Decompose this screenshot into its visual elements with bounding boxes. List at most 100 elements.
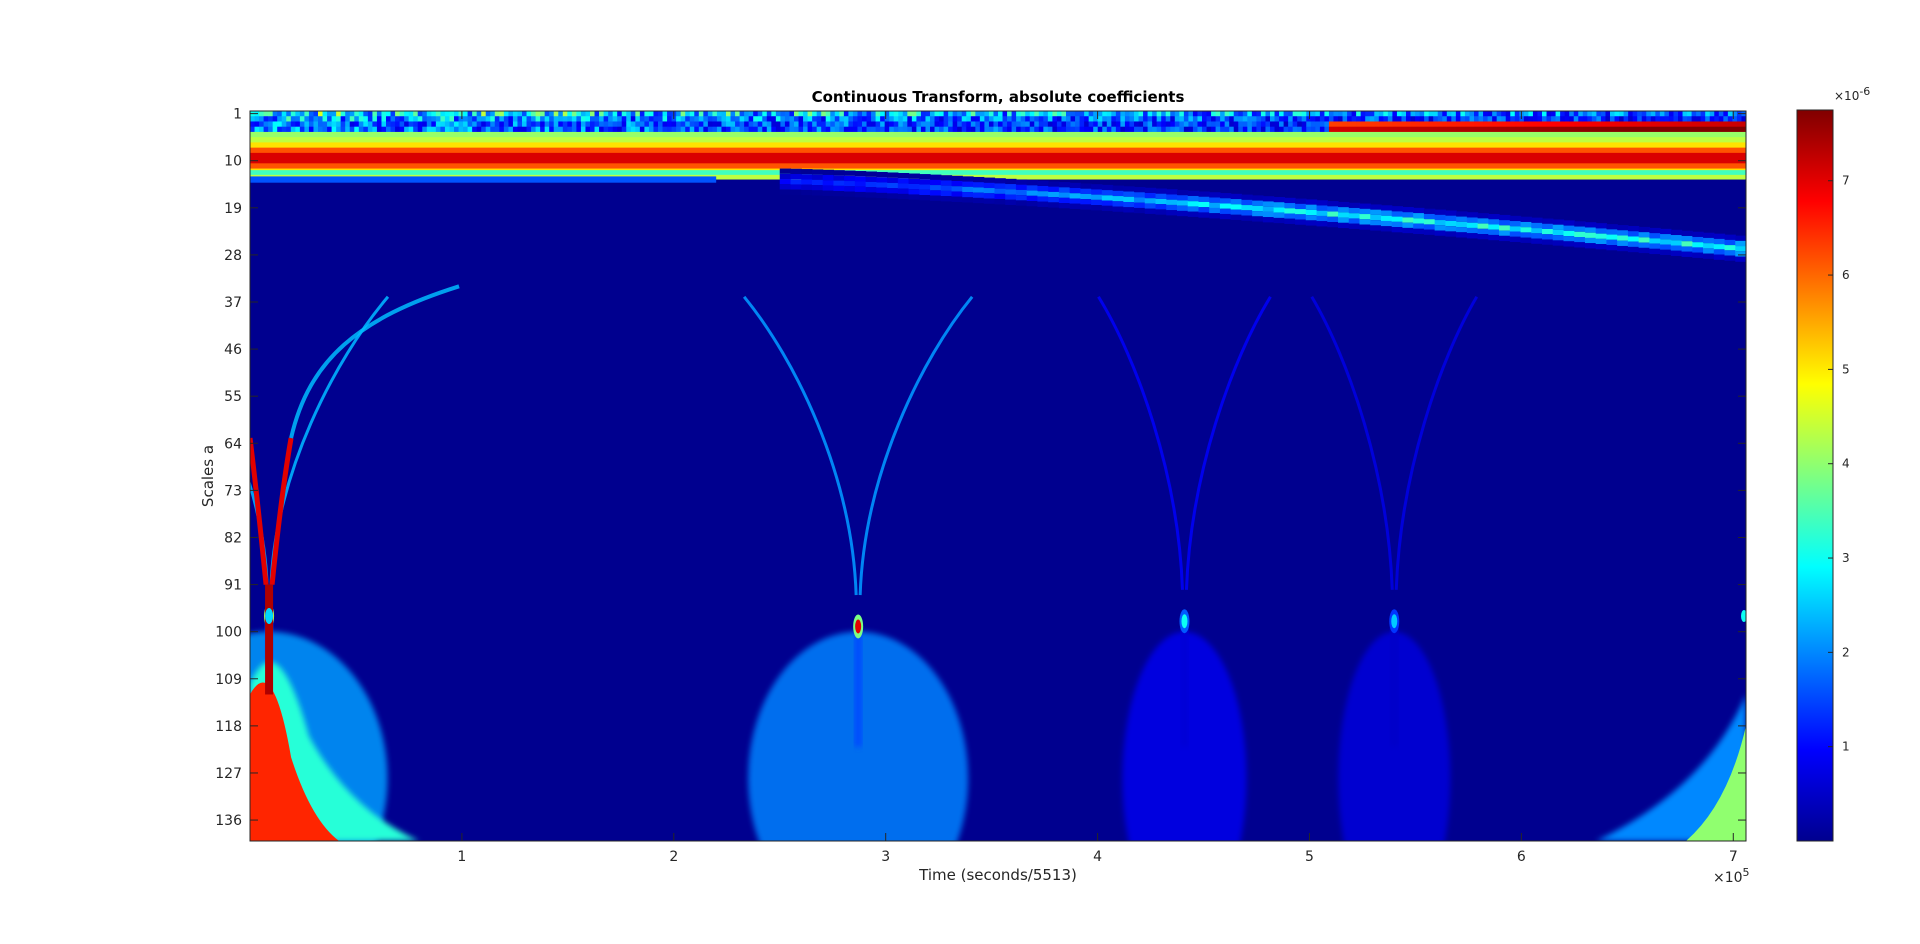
heat-cell [753, 126, 759, 133]
heat-cell [1052, 121, 1058, 128]
ridge-cell [1101, 190, 1114, 196]
heat-cell [694, 116, 700, 122]
ridge-cell [919, 184, 931, 190]
ridge-cell [1134, 202, 1146, 208]
heat-cell [308, 121, 315, 128]
heat-cell [771, 126, 777, 133]
heat-cell [816, 116, 822, 122]
heat-cell [893, 116, 899, 122]
heat-cell [735, 121, 741, 128]
heat-cell [1551, 126, 1557, 133]
heat-cell [889, 121, 895, 128]
ridge-cell [1402, 217, 1414, 223]
heat-cell [707, 111, 713, 117]
heat-cell [444, 111, 451, 117]
ridge-cell [930, 179, 942, 186]
heat-cell [1238, 121, 1244, 128]
heat-cell [1401, 111, 1407, 117]
heat-cell [512, 121, 519, 128]
ridge-cell [1252, 216, 1264, 222]
heat-cell [372, 116, 378, 122]
heat-cell [1047, 116, 1053, 122]
heat-cell [1192, 126, 1199, 133]
heat-cell [1310, 126, 1316, 133]
heat-cell [803, 116, 809, 122]
ridge-cell [811, 185, 824, 191]
heat-cell [1152, 126, 1158, 133]
heat-cell [1532, 121, 1539, 128]
ridge-cell [1542, 239, 1554, 245]
ridge-cell [1327, 211, 1339, 217]
heat-cell [1668, 116, 1675, 122]
ridge-cell [1509, 226, 1522, 232]
heat-cell [848, 116, 854, 122]
heat-cell [1084, 121, 1090, 128]
heat-cell [966, 116, 972, 122]
ridge-cell [951, 196, 963, 202]
heat-cell [753, 111, 759, 117]
heat-cell [762, 126, 768, 133]
heat-cell [961, 111, 967, 117]
heat-cell [621, 126, 627, 133]
heat-cell [404, 111, 410, 117]
heat-cell [662, 116, 668, 122]
cone-arm-right [1184, 295, 1272, 590]
colorbar-multiplier: ×10-6 [1834, 85, 1870, 103]
heat-cell [753, 116, 759, 122]
heat-cell [1632, 121, 1638, 128]
heat-cell [531, 111, 537, 117]
ridge-cell [1037, 180, 1049, 186]
heat-cell [1251, 126, 1257, 133]
ridge-cell [1080, 193, 1092, 200]
ridge-cell [1380, 215, 1393, 221]
heat-cell [1655, 111, 1661, 117]
heat-cell [1687, 116, 1693, 122]
heat-cell [1700, 126, 1706, 133]
ridge-cell [779, 168, 792, 174]
heat-cell [304, 116, 310, 122]
heat-cell [413, 111, 419, 117]
heat-cell [336, 116, 342, 122]
heat-cell [1578, 111, 1584, 117]
ridge-cell [983, 193, 996, 199]
ridge-cell [1509, 236, 1522, 242]
ridge-cell [1456, 211, 1468, 217]
heat-cell [1011, 111, 1017, 117]
heat-cell [739, 116, 745, 122]
ridge-cell [1552, 235, 1565, 241]
heat-cell [1211, 116, 1217, 122]
heat-cell [1451, 116, 1457, 122]
ridge-cell [1617, 230, 1629, 236]
heat-cell [1460, 121, 1466, 128]
heat-cell [1202, 126, 1208, 133]
heat-cell [1523, 116, 1529, 122]
ridge-cell [930, 185, 942, 191]
heat-cell [993, 111, 999, 117]
heat-cell [1165, 121, 1171, 128]
heat-cell [812, 116, 818, 122]
heat-cell [830, 121, 836, 128]
heat-cell [1691, 126, 1697, 133]
heat-cell [1705, 111, 1711, 117]
heat-cell [399, 116, 405, 122]
heat-cell [798, 126, 804, 133]
heat-cell [1025, 126, 1031, 133]
heat-cell [472, 111, 478, 117]
heat-cell [1161, 126, 1167, 133]
ridge-cell [822, 169, 835, 175]
heat-cell [1474, 121, 1480, 128]
ridge-cell [854, 176, 867, 182]
ridge-cell [1015, 184, 1028, 190]
heat-cell [1646, 111, 1652, 117]
heat-cell [1270, 111, 1276, 117]
heat-cell [1147, 111, 1153, 117]
ridge-cell [1316, 215, 1328, 222]
heat-cell [440, 126, 446, 133]
ridge-cell [1252, 205, 1264, 212]
heat-cell [934, 111, 940, 117]
heat-cell [1351, 126, 1357, 133]
heat-cell [526, 111, 532, 117]
heat-cell [494, 121, 500, 128]
ridge-cell [1262, 217, 1275, 223]
